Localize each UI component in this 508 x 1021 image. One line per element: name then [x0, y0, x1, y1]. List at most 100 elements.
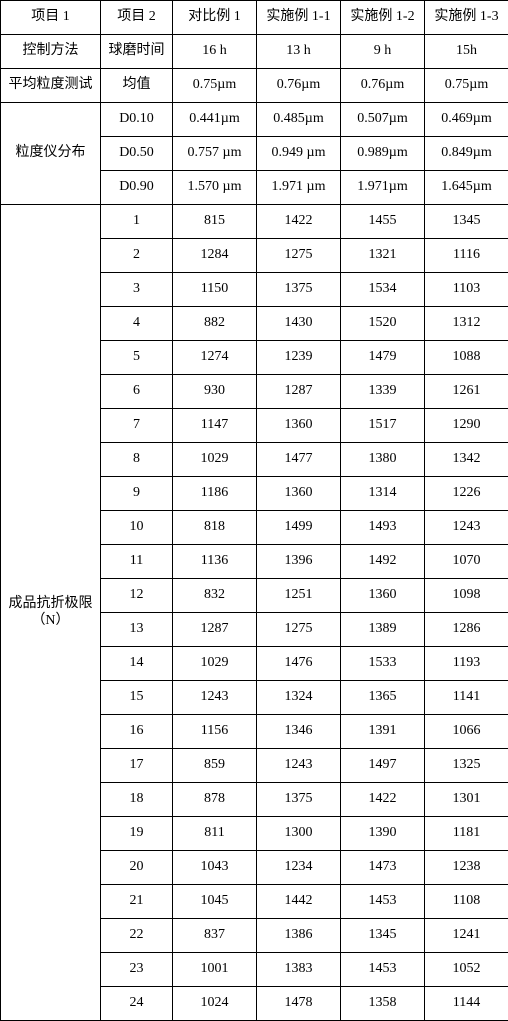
cell: 0.76µm	[257, 69, 341, 103]
cell: 1386	[257, 919, 341, 953]
row-item: 7	[101, 409, 173, 443]
cell: 859	[173, 749, 257, 783]
row-item: 10	[101, 511, 173, 545]
cell: 1301	[425, 783, 508, 817]
cell: 0.75µm	[173, 69, 257, 103]
cell: 882	[173, 307, 257, 341]
row-item: 11	[101, 545, 173, 579]
cell: 1029	[173, 443, 257, 477]
cell: 878	[173, 783, 257, 817]
cell: 1156	[173, 715, 257, 749]
cell: 1520	[341, 307, 425, 341]
cell: 1144	[425, 987, 508, 1021]
section-label: 控制方法	[1, 35, 101, 69]
row-header: 项目 2	[101, 1, 173, 35]
row-item: 16	[101, 715, 173, 749]
cell: 1455	[341, 205, 425, 239]
cell: 1193	[425, 647, 508, 681]
cell: 1339	[341, 375, 425, 409]
cell: 1070	[425, 545, 508, 579]
cell: 1136	[173, 545, 257, 579]
cell: 1243	[257, 749, 341, 783]
row-item: 1	[101, 205, 173, 239]
cell: 1314	[341, 477, 425, 511]
row-item: 22	[101, 919, 173, 953]
section-label: 成品抗折极限（N）	[1, 205, 101, 1021]
cell: 1342	[425, 443, 508, 477]
cell: 1360	[257, 409, 341, 443]
cell: 1442	[257, 885, 341, 919]
cell: 832	[173, 579, 257, 613]
cell: 1066	[425, 715, 508, 749]
cell: 1360	[257, 477, 341, 511]
row-item: 9	[101, 477, 173, 511]
cell: 837	[173, 919, 257, 953]
cell: 1478	[257, 987, 341, 1021]
row-item: 15	[101, 681, 173, 715]
cell: 1360	[341, 579, 425, 613]
row-item: 3	[101, 273, 173, 307]
row-item: 12	[101, 579, 173, 613]
cell: 0.989µm	[341, 137, 425, 171]
cell: 1453	[341, 953, 425, 987]
cell: 0.757 µm	[173, 137, 257, 171]
cell: 1043	[173, 851, 257, 885]
cell: 1358	[341, 987, 425, 1021]
row-item: 球磨时间	[101, 35, 173, 69]
cell: 0.507µm	[341, 103, 425, 137]
cell: 1239	[257, 341, 341, 375]
row-item: 6	[101, 375, 173, 409]
cell: 1103	[425, 273, 508, 307]
cell: 1453	[341, 885, 425, 919]
row-item: 19	[101, 817, 173, 851]
cell: 1477	[257, 443, 341, 477]
cell: 1533	[341, 647, 425, 681]
cell: 1389	[341, 613, 425, 647]
cell: 1493	[341, 511, 425, 545]
cell: 9 h	[341, 35, 425, 69]
cell: 1499	[257, 511, 341, 545]
cell: 1045	[173, 885, 257, 919]
row-item: 8	[101, 443, 173, 477]
cell: 1534	[341, 273, 425, 307]
cell: 1251	[257, 579, 341, 613]
row-item: 18	[101, 783, 173, 817]
cell: 1300	[257, 817, 341, 851]
row-item: D0.50	[101, 137, 173, 171]
cell: 1098	[425, 579, 508, 613]
cell: 15h	[425, 35, 508, 69]
row-item: 24	[101, 987, 173, 1021]
row-item: 2	[101, 239, 173, 273]
cell: 1241	[425, 919, 508, 953]
row-item: 21	[101, 885, 173, 919]
cell: 1324	[257, 681, 341, 715]
cell: 1275	[257, 613, 341, 647]
section-label: 粒度仪分布	[1, 103, 101, 205]
cell: 0.849µm	[425, 137, 508, 171]
row-item: 14	[101, 647, 173, 681]
col-header: 实施例 1-2	[341, 1, 425, 35]
cell: 1238	[425, 851, 508, 885]
cell: 1.971 µm	[257, 171, 341, 205]
cell: 1422	[341, 783, 425, 817]
cell: 1430	[257, 307, 341, 341]
cell: 0.949 µm	[257, 137, 341, 171]
cell: 1345	[341, 919, 425, 953]
cell: 1243	[173, 681, 257, 715]
row-header: 项目 1	[1, 1, 101, 35]
cell: 1.570 µm	[173, 171, 257, 205]
cell: 1321	[341, 239, 425, 273]
data-table: 项目 1项目 2对比例 1实施例 1-1实施例 1-2实施例 1-3控制方法球磨…	[0, 0, 508, 1021]
cell: 1492	[341, 545, 425, 579]
cell: 1186	[173, 477, 257, 511]
cell: 1286	[425, 613, 508, 647]
cell: 1375	[257, 783, 341, 817]
col-header: 对比例 1	[173, 1, 257, 35]
cell: 0.469µm	[425, 103, 508, 137]
cell: 811	[173, 817, 257, 851]
row-item: 4	[101, 307, 173, 341]
cell: 1390	[341, 817, 425, 851]
col-header: 实施例 1-3	[425, 1, 508, 35]
cell: 13 h	[257, 35, 341, 69]
cell: 0.485µm	[257, 103, 341, 137]
